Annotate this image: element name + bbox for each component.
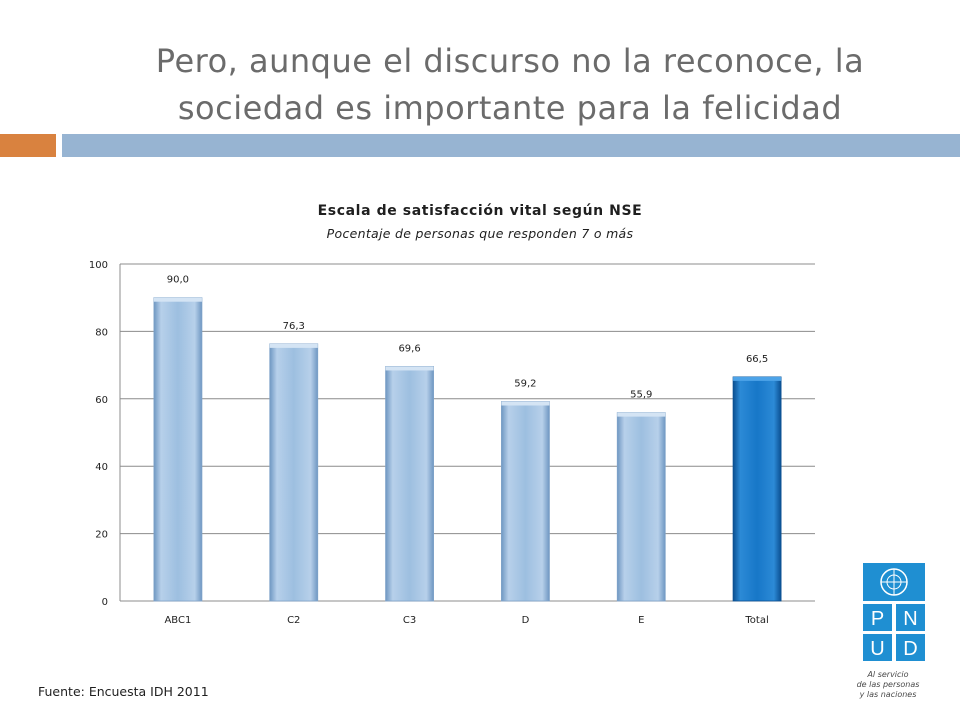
bar-total — [732, 376, 782, 602]
bar-top-bevel — [617, 412, 666, 417]
header-accent-blue — [62, 134, 960, 157]
bar-c2 — [269, 343, 319, 602]
y-tick-label: 100 — [89, 260, 108, 271]
x-tick-label: ABC1 — [164, 615, 191, 626]
data-label: 59,2 — [514, 378, 536, 389]
y-tick-label: 60 — [95, 395, 108, 406]
bar-top-bevel — [501, 401, 550, 406]
logo-tagline-line-2: de las personas — [856, 680, 920, 689]
logo-tagline-line-3: y las naciones — [859, 690, 917, 699]
data-label: 90,0 — [167, 275, 189, 286]
y-tick-label: 0 — [102, 597, 108, 608]
bar-top-bevel — [153, 297, 202, 302]
data-label: 69,6 — [398, 343, 420, 354]
logo-letter-n: N — [903, 608, 917, 630]
source-footnote: Fuente: Encuesta IDH 2011 — [38, 684, 209, 699]
logo-tagline-line-1: Al servicio — [867, 670, 909, 679]
x-tick-label: Total — [744, 615, 768, 626]
bar-abc1 — [153, 297, 203, 602]
chart-subtitle: Pocentaje de personas que responden 7 o … — [326, 226, 634, 241]
data-label: 55,9 — [630, 390, 652, 401]
chart-title: Escala de satisfacción vital según NSE — [317, 203, 643, 219]
bar-top-bevel — [733, 376, 782, 381]
x-tick-label: D — [522, 615, 530, 626]
y-tick-label: 80 — [95, 327, 108, 338]
data-label: 76,3 — [283, 321, 305, 332]
logo-letter-u: U — [870, 638, 884, 660]
bar-d — [501, 401, 550, 602]
slide-title-line-2: sociedad es importante para la felicidad — [177, 89, 843, 127]
x-tick-label: C3 — [403, 615, 416, 626]
bar-top-bevel — [385, 366, 434, 371]
bar-top-bevel — [269, 343, 318, 348]
logo-tagline: Al servicio de las personas y las nacion… — [848, 670, 928, 700]
data-label: 66,5 — [746, 354, 768, 365]
header-accent-orange — [0, 134, 56, 157]
undp-logo: P N U D — [863, 563, 925, 661]
slide-title: Pero, aunque el discurso no la reconoce,… — [90, 38, 930, 132]
bar-e — [616, 412, 666, 602]
x-tick-label: E — [638, 615, 644, 626]
logo-letter-d: D — [903, 638, 917, 660]
x-tick-label: C2 — [287, 615, 300, 626]
y-tick-label: 40 — [95, 462, 108, 473]
bar-c3 — [385, 366, 434, 602]
logo-letter-p: P — [871, 608, 884, 630]
slide-title-line-1: Pero, aunque el discurso no la reconoce,… — [155, 42, 865, 80]
y-tick-label: 20 — [95, 530, 108, 541]
